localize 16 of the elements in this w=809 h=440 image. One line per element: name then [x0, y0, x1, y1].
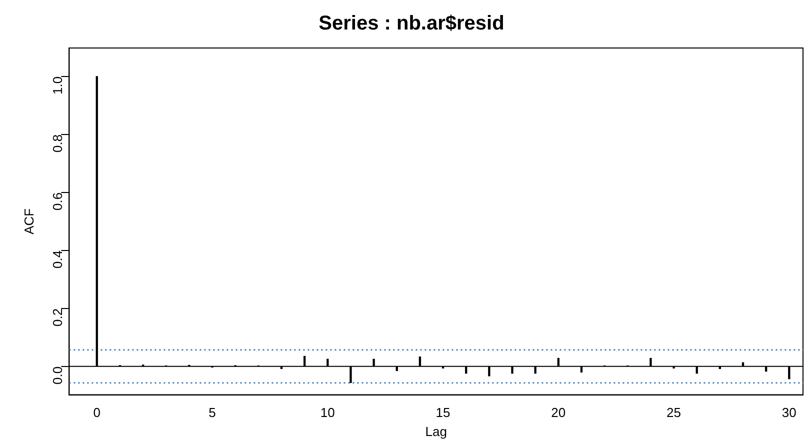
y-tick-label: 0.4: [50, 250, 65, 268]
y-tick-label: 0.0: [50, 366, 65, 384]
x-tick-label: 25: [666, 405, 682, 420]
x-tick-label: 30: [782, 405, 796, 420]
y-tick-label: 1.0: [50, 76, 65, 94]
y-tick-label: 0.8: [50, 134, 65, 152]
x-axis-title: Lag: [425, 424, 447, 439]
y-tick-label: 0.2: [50, 308, 65, 326]
x-tick-label: 15: [436, 405, 450, 420]
x-tick-label: 10: [320, 405, 335, 420]
x-tick-label: 0: [93, 405, 101, 420]
y-axis-title: ACF: [21, 208, 36, 234]
x-tick-label: 5: [208, 405, 216, 420]
chart-title: Series : nb.ar$resid: [318, 12, 504, 35]
x-tick-label: 20: [551, 405, 566, 420]
y-tick-label: 0.6: [50, 192, 65, 210]
